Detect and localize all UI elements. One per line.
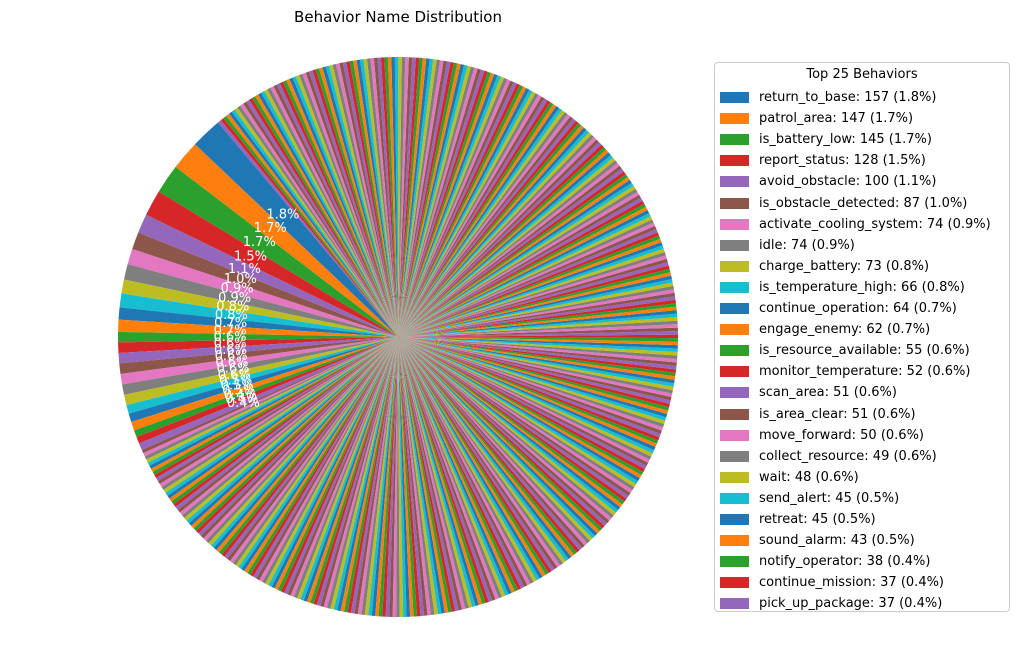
legend-item: patrol_area: 147 (1.7%) — [720, 109, 913, 128]
pie-percent-label: 1.7% — [243, 235, 276, 250]
legend-item: is_temperature_high: 66 (0.8%) — [720, 278, 965, 297]
legend-swatch — [720, 134, 749, 145]
legend-item: idle: 74 (0.9%) — [720, 236, 855, 255]
legend-label: charge_battery: 73 (0.8%) — [759, 259, 929, 274]
legend-label: notify_operator: 38 (0.4%) — [759, 554, 930, 569]
legend-label: is_battery_low: 145 (1.7%) — [759, 132, 932, 147]
legend-label: avoid_obstacle: 100 (1.1%) — [759, 174, 936, 189]
legend-item: retreat: 45 (0.5%) — [720, 510, 876, 529]
legend-label: sound_alarm: 43 (0.5%) — [759, 533, 915, 548]
legend-item: is_obstacle_detected: 87 (1.0%) — [720, 194, 967, 213]
legend-item: send_alert: 45 (0.5%) — [720, 489, 899, 508]
legend-label: collect_resource: 49 (0.6%) — [759, 449, 937, 464]
legend-swatch — [720, 409, 749, 420]
pie-percent-label: 1.7% — [254, 221, 287, 236]
legend-swatch — [720, 198, 749, 209]
legend-label: wait: 48 (0.6%) — [759, 470, 859, 485]
legend-item: collect_resource: 49 (0.6%) — [720, 447, 937, 466]
legend-label: patrol_area: 147 (1.7%) — [759, 111, 913, 126]
legend-item: is_battery_low: 145 (1.7%) — [720, 130, 932, 149]
legend-label: pick_up_package: 37 (0.4%) — [759, 596, 942, 611]
legend-label: is_obstacle_detected: 87 (1.0%) — [759, 196, 967, 211]
legend-swatch — [720, 324, 749, 335]
legend-label: idle: 74 (0.9%) — [759, 238, 855, 253]
legend-label: send_alert: 45 (0.5%) — [759, 491, 899, 506]
legend-label: is_area_clear: 51 (0.6%) — [759, 407, 916, 422]
legend-item: charge_battery: 73 (0.8%) — [720, 257, 929, 276]
legend-item: continue_mission: 37 (0.4%) — [720, 573, 944, 592]
legend-item: monitor_temperature: 52 (0.6%) — [720, 362, 970, 381]
legend-item: avoid_obstacle: 100 (1.1%) — [720, 172, 936, 191]
legend-item: is_resource_available: 55 (0.6%) — [720, 341, 970, 360]
legend-swatch — [720, 598, 749, 609]
chart-title: Behavior Name Distribution — [294, 8, 502, 26]
legend-label: return_to_base: 157 (1.8%) — [759, 90, 936, 105]
legend-label: monitor_temperature: 52 (0.6%) — [759, 364, 970, 379]
legend-label: is_temperature_high: 66 (0.8%) — [759, 280, 965, 295]
pie-percent-label: 0.4% — [227, 396, 260, 411]
legend-swatch — [720, 535, 749, 546]
legend-item: move_forward: 50 (0.6%) — [720, 426, 924, 445]
pie-slices — [118, 57, 678, 617]
legend-label: report_status: 128 (1.5%) — [759, 153, 926, 168]
legend-swatch — [720, 451, 749, 462]
legend-swatch — [720, 261, 749, 272]
legend-swatch — [720, 155, 749, 166]
legend-swatch — [720, 176, 749, 187]
legend-label: continue_operation: 64 (0.7%) — [759, 301, 957, 316]
legend-swatch — [720, 472, 749, 483]
legend-item: wait: 48 (0.6%) — [720, 468, 859, 487]
legend-swatch — [720, 387, 749, 398]
legend-item: activate_cooling_system: 74 (0.9%) — [720, 215, 991, 234]
legend-item: sound_alarm: 43 (0.5%) — [720, 531, 915, 550]
legend-item: is_area_clear: 51 (0.6%) — [720, 405, 916, 424]
legend-item: pick_up_package: 37 (0.4%) — [720, 594, 942, 613]
legend-swatch — [720, 430, 749, 441]
legend-swatch — [720, 514, 749, 525]
legend-item: continue_operation: 64 (0.7%) — [720, 299, 957, 318]
legend-swatch — [720, 240, 749, 251]
legend: Top 25 Behaviors return_to_base: 157 (1.… — [714, 62, 1010, 612]
legend-label: scan_area: 51 (0.6%) — [759, 385, 897, 400]
legend-title: Top 25 Behaviors — [715, 67, 1009, 82]
legend-item: engage_enemy: 62 (0.7%) — [720, 320, 930, 339]
legend-swatch — [720, 577, 749, 588]
legend-swatch — [720, 366, 749, 377]
legend-swatch — [720, 282, 749, 293]
legend-item: scan_area: 51 (0.6%) — [720, 383, 897, 402]
legend-label: is_resource_available: 55 (0.6%) — [759, 343, 970, 358]
legend-label: engage_enemy: 62 (0.7%) — [759, 322, 930, 337]
legend-label: retreat: 45 (0.5%) — [759, 512, 876, 527]
legend-swatch — [720, 219, 749, 230]
legend-label: continue_mission: 37 (0.4%) — [759, 575, 944, 590]
legend-item: return_to_base: 157 (1.8%) — [720, 88, 936, 107]
legend-label: activate_cooling_system: 74 (0.9%) — [759, 217, 991, 232]
legend-swatch — [720, 303, 749, 314]
legend-item: report_status: 128 (1.5%) — [720, 151, 926, 170]
legend-swatch — [720, 556, 749, 567]
legend-swatch — [720, 493, 749, 504]
legend-swatch — [720, 113, 749, 124]
legend-label: move_forward: 50 (0.6%) — [759, 428, 924, 443]
legend-swatch — [720, 345, 749, 356]
legend-swatch — [720, 92, 749, 103]
legend-item: notify_operator: 38 (0.4%) — [720, 552, 930, 571]
